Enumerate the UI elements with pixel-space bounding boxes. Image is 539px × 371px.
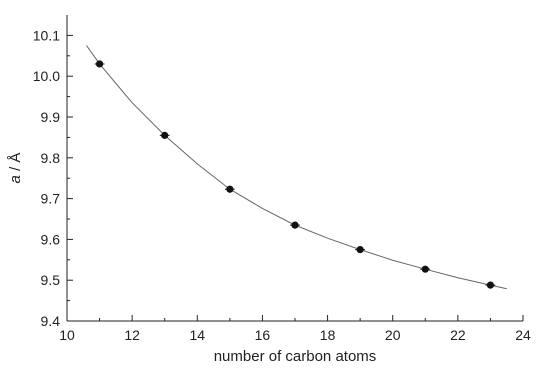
data-point — [226, 185, 234, 193]
y-tick-label: 9.9 — [41, 109, 61, 125]
data-point — [95, 60, 104, 68]
y-tick-label: 9.5 — [41, 272, 61, 288]
x-tick-label: 14 — [189, 327, 205, 343]
data-point — [486, 281, 495, 289]
data-point — [356, 246, 364, 254]
x-axis-label: number of carbon atoms — [214, 348, 377, 365]
y-tick-label: 9.6 — [41, 231, 61, 247]
y-axis-label: a / Å — [7, 153, 24, 184]
y-axis-label-variable: a — [7, 175, 24, 183]
data-point — [291, 221, 299, 229]
y-tick-label: 9.4 — [41, 313, 61, 329]
fit-curve — [86, 45, 507, 290]
y-axis-label-unit: / Å — [7, 153, 24, 176]
data-point — [421, 265, 429, 273]
y-tick-label: 9.7 — [41, 191, 61, 207]
data-points — [94, 60, 496, 289]
y-tick-label: 10.1 — [33, 27, 60, 43]
y-axis-ticks: 9.4 9.5 9.6 9.7 9.8 9.9 10.0 10.1 — [33, 27, 73, 329]
x-tick-label: 24 — [515, 327, 531, 343]
x-tick-label: 16 — [255, 327, 271, 343]
x-tick-label: 20 — [385, 327, 401, 343]
x-axis-ticks: 10 12 14 16 18 20 22 24 — [59, 315, 531, 343]
data-point — [161, 131, 169, 139]
x-tick-label: 12 — [124, 327, 140, 343]
x-tick-label: 18 — [320, 327, 336, 343]
x-tick-label: 10 — [59, 327, 75, 343]
y-tick-label: 10.0 — [33, 68, 60, 84]
y-tick-label: 9.8 — [41, 150, 61, 166]
axes — [66, 15, 523, 322]
x-tick-label: 22 — [450, 327, 466, 343]
